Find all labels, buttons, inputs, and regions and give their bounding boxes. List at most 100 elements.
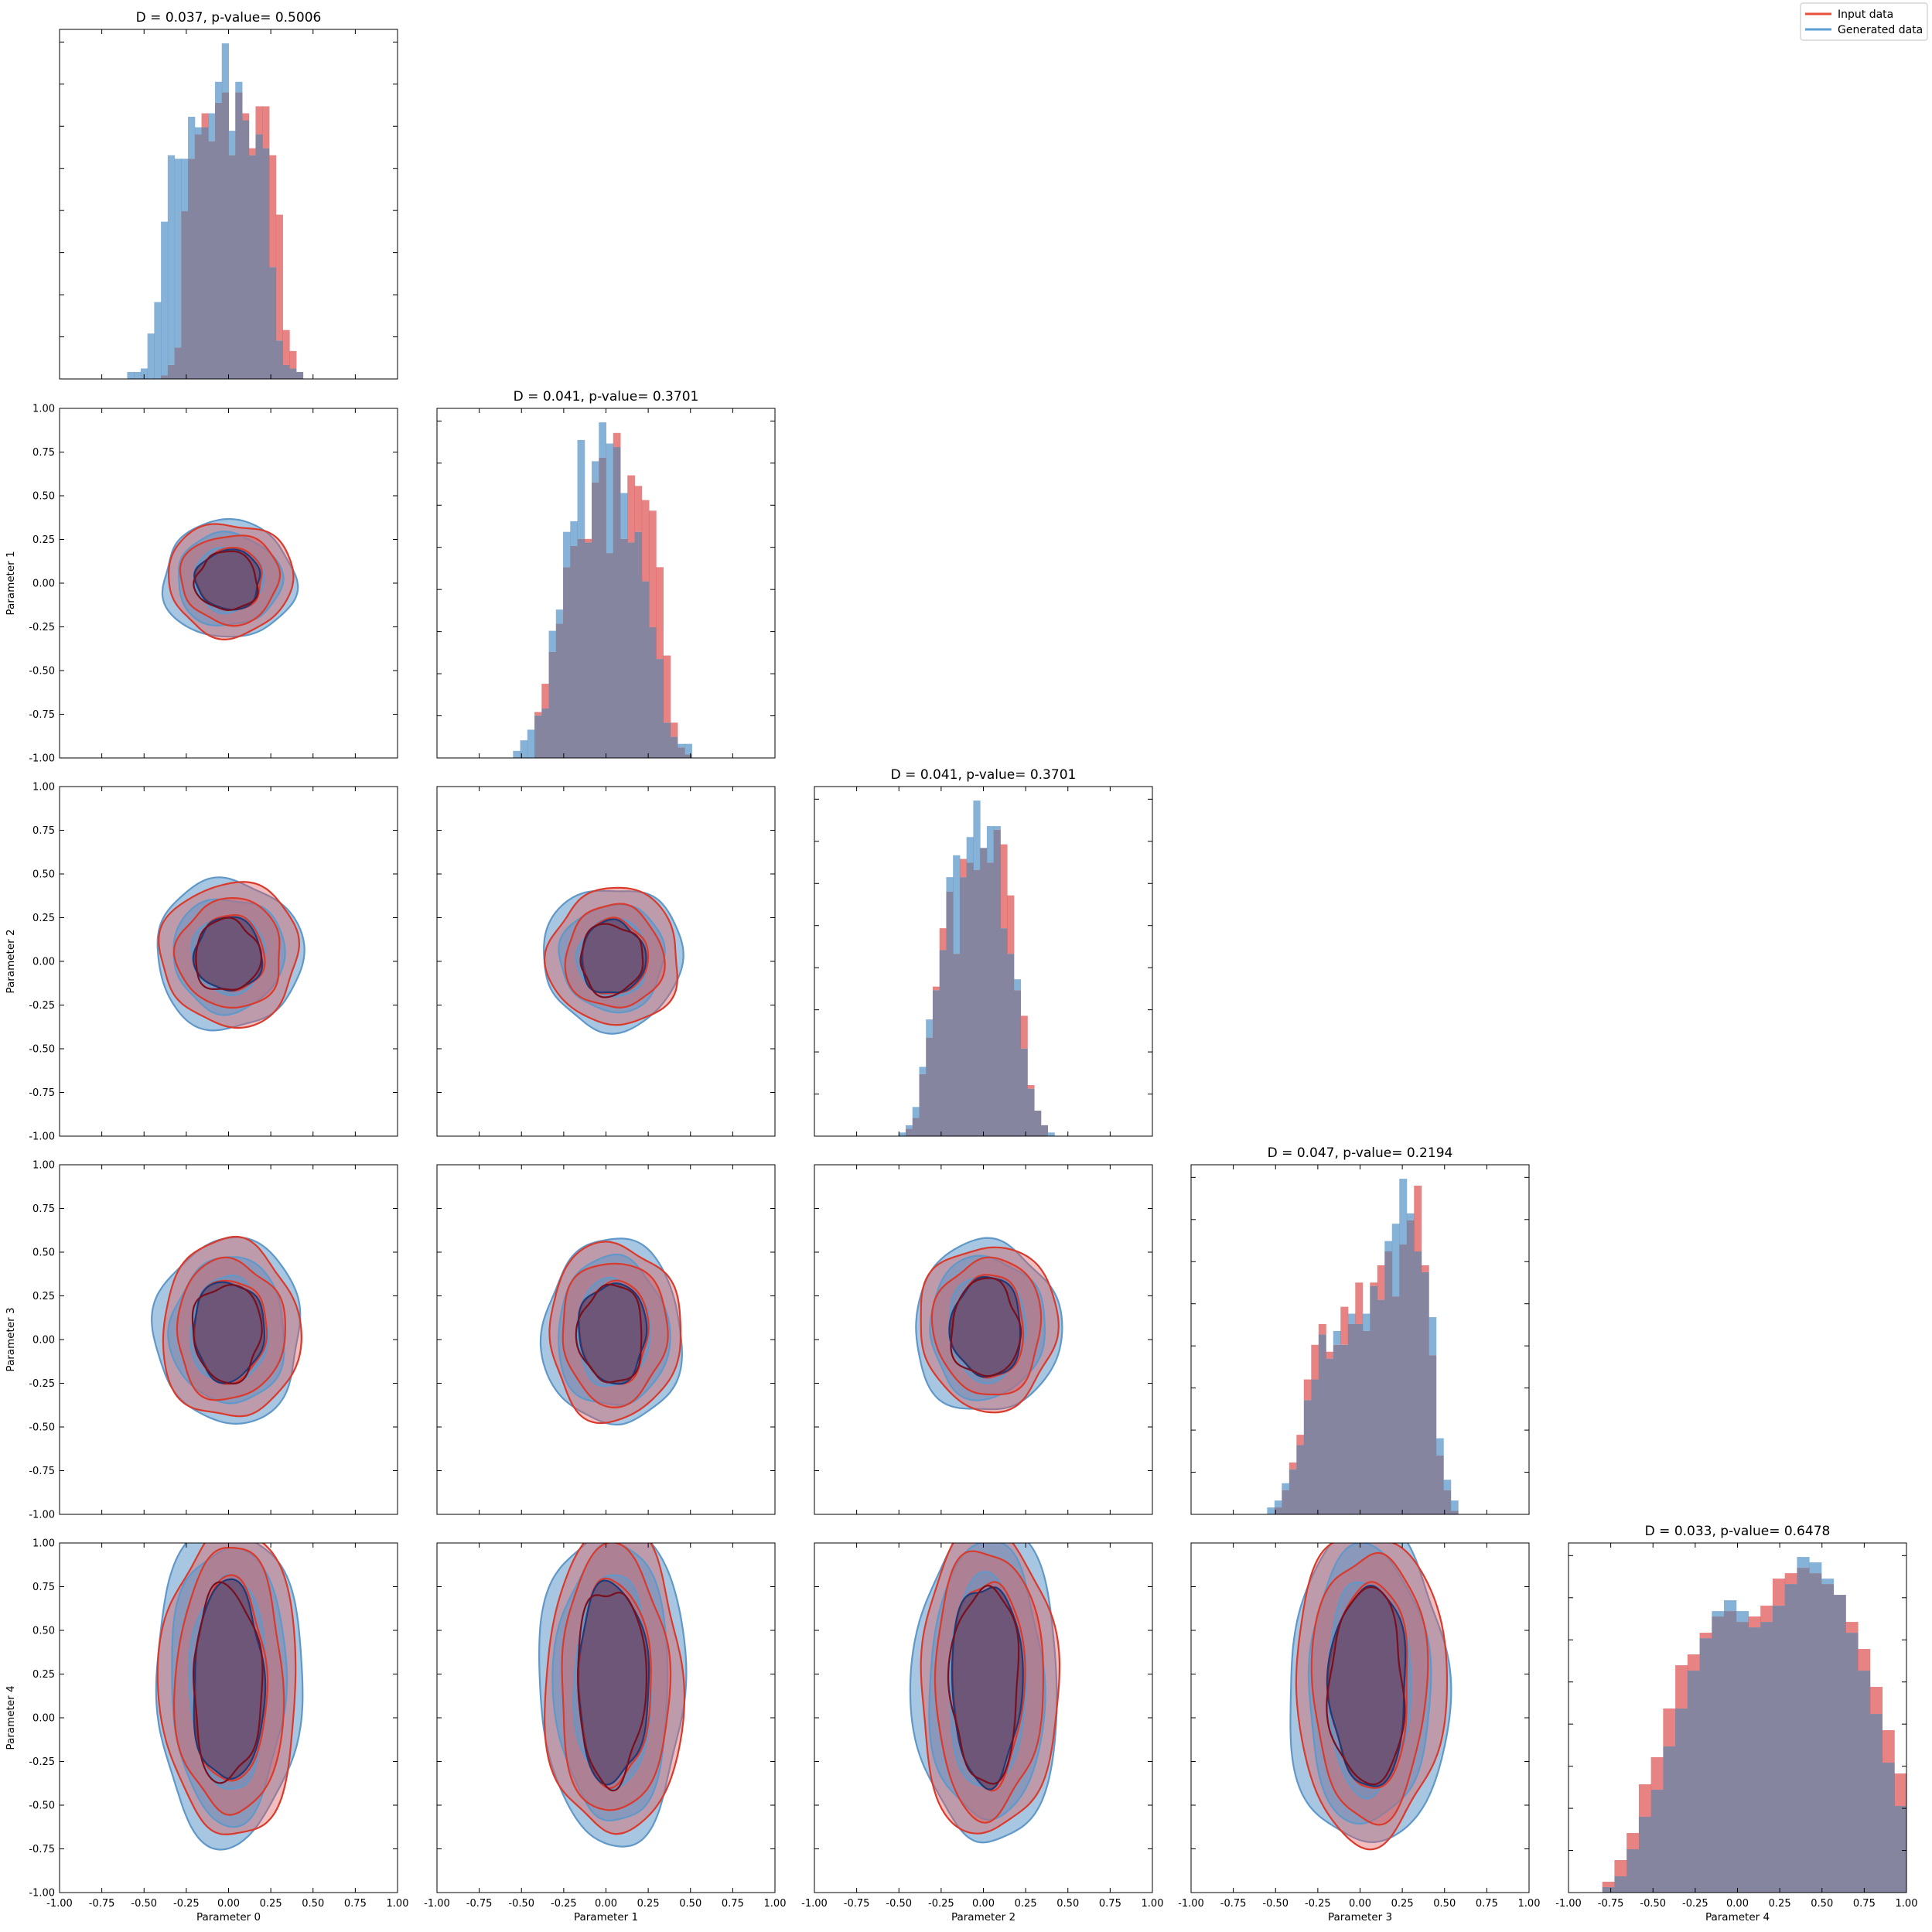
generated-hist-bar xyxy=(570,521,579,546)
input-contour-core xyxy=(195,917,263,991)
input-hist-bar xyxy=(1650,1757,1664,1790)
overlap-hist-bar xyxy=(1858,1671,1871,1893)
legend-input-label: Input data xyxy=(1838,9,1893,21)
x-tick-label: -1.00 xyxy=(1555,1898,1582,1910)
y-tick-label: -0.25 xyxy=(29,1756,55,1768)
overlap-hist-bar xyxy=(1384,1251,1393,1514)
diagonal-panel-4: D = 0.033, p-value= 0.6478 -1.00 -0.75 -0.5… xyxy=(1555,1524,1917,1923)
overlap-hist-bar xyxy=(577,538,585,758)
overlap-hist-bar xyxy=(620,538,628,758)
generated-hist-bar xyxy=(1391,1224,1400,1297)
overlap-hist-bar xyxy=(1882,1763,1895,1893)
overlap-hist-bar xyxy=(1333,1344,1341,1514)
generated-hist-bar xyxy=(1712,1611,1725,1617)
generated-hist-bar xyxy=(1013,979,1022,991)
generated-hist-bar xyxy=(1362,1313,1370,1331)
generated-hist-bar xyxy=(1347,1313,1356,1324)
contour-panel-4-1: -1.00 -0.75 -0.50 -0.25 0.00 0.25 0.50 0.75 1.00… xyxy=(424,1542,786,1923)
x-tick-label: 0.50 xyxy=(1433,1898,1456,1910)
x-tick-label: 1.00 xyxy=(1142,1898,1164,1910)
generated-hist-bar xyxy=(208,113,216,142)
generated-hist-bar xyxy=(1736,1611,1749,1623)
y-tick-label: 0.75 xyxy=(32,447,55,459)
y-tick-label: -0.75 xyxy=(29,1844,55,1855)
y-tick-label: -0.75 xyxy=(29,1466,55,1477)
generated-hist-bar xyxy=(1724,1600,1737,1612)
overlap-hist-bar xyxy=(953,954,961,1136)
input-hist-bar xyxy=(255,106,263,135)
legend-generated-label: Generated data xyxy=(1838,24,1923,36)
x-tick-label: -0.25 xyxy=(173,1898,200,1910)
overlap-hist-bar xyxy=(1391,1296,1400,1514)
histogram-bars xyxy=(127,43,304,379)
generated-hist-bar xyxy=(134,371,142,379)
generated-hist-bar xyxy=(215,81,223,103)
legend: Input data Generated data xyxy=(1800,2,1928,41)
overlap-hist-bar xyxy=(1318,1334,1326,1514)
generated-hist-bar xyxy=(912,1107,920,1118)
overlap-hist-bar xyxy=(1311,1379,1319,1514)
overlap-hist-bar xyxy=(656,659,664,758)
overlap-hist-bar xyxy=(592,482,599,758)
overlap-hist-bar xyxy=(1296,1445,1305,1514)
generated-hist-bar xyxy=(919,1067,927,1074)
y-tick-label: -0.50 xyxy=(29,1044,55,1056)
overlap-hist-bar xyxy=(919,1074,927,1136)
y-tick-label: 0.50 xyxy=(32,869,55,881)
x-axis-label: Parameter 3 xyxy=(1328,1911,1392,1923)
generated-hist-bar xyxy=(194,127,203,135)
overlap-hist-bar xyxy=(1626,1849,1640,1893)
input-hist-bar xyxy=(1377,1265,1385,1300)
input-hist-bar xyxy=(939,928,947,951)
input-hist-bar xyxy=(932,986,940,991)
overlap-hist-bar xyxy=(275,340,283,379)
generated-hist-bar xyxy=(1274,1500,1282,1508)
input-hist-bar xyxy=(268,155,277,268)
input-hist-bar xyxy=(262,106,270,148)
generated-hist-bar xyxy=(1435,1438,1444,1456)
overlap-hist-bar xyxy=(663,722,671,758)
input-hist-bar xyxy=(1638,1784,1652,1818)
overlap-hist-bar xyxy=(1274,1507,1282,1514)
generated-hist-bar xyxy=(548,630,557,652)
overlap-hist-bar xyxy=(1007,954,1015,1136)
input-hist-bar xyxy=(1289,1462,1297,1469)
x-tick-label: -1.00 xyxy=(424,1898,450,1910)
input-hist-bar xyxy=(241,113,250,121)
input-hist-bar xyxy=(1340,1306,1349,1345)
input-contour-core xyxy=(192,1581,264,1784)
contours xyxy=(539,1237,683,1426)
generated-hist-bar xyxy=(677,743,685,748)
contour-panel-3-2 xyxy=(814,1164,1153,1515)
input-hist-bar xyxy=(1687,1654,1701,1671)
overlap-hist-bar xyxy=(986,862,995,1136)
y-tick-label: 0.00 xyxy=(32,957,55,968)
overlap-hist-bar xyxy=(228,155,236,379)
input-hist-bar xyxy=(1626,1833,1640,1850)
y-tick-label: 1.00 xyxy=(32,1538,55,1550)
input-hist-bar xyxy=(1675,1665,1688,1709)
overlap-hist-bar xyxy=(1724,1611,1737,1893)
overlap-hist-bar xyxy=(606,553,614,758)
input-hist-bar xyxy=(627,475,635,543)
input-hist-bar xyxy=(1370,1282,1378,1286)
input-hist-bar xyxy=(1421,1265,1429,1272)
contours xyxy=(155,1543,304,1851)
x-tick-label: 0.75 xyxy=(1099,1898,1121,1910)
y-tick-label: -0.25 xyxy=(29,1378,55,1390)
generated-hist-bar xyxy=(127,371,135,379)
input-hist-bar xyxy=(613,432,621,448)
overlap-hist-bar xyxy=(1602,1887,1615,1893)
y-tick-label: -0.25 xyxy=(29,622,55,633)
x-tick-label: -0.75 xyxy=(1220,1898,1247,1910)
y-tick-label: 0.75 xyxy=(32,1203,55,1215)
overlap-hist-bar xyxy=(641,581,650,758)
overlap-hist-bar xyxy=(966,862,974,1136)
overlap-hist-bar xyxy=(1282,1490,1290,1514)
overlap-hist-bar xyxy=(1370,1285,1378,1514)
input-hist-bar xyxy=(1784,1573,1797,1585)
x-tick-label: 1.00 xyxy=(1896,1898,1918,1910)
x-tick-label: -0.50 xyxy=(131,1898,157,1910)
overlap-hist-bar xyxy=(1699,1638,1712,1893)
y-axis-label: Parameter 4 xyxy=(5,1685,17,1749)
